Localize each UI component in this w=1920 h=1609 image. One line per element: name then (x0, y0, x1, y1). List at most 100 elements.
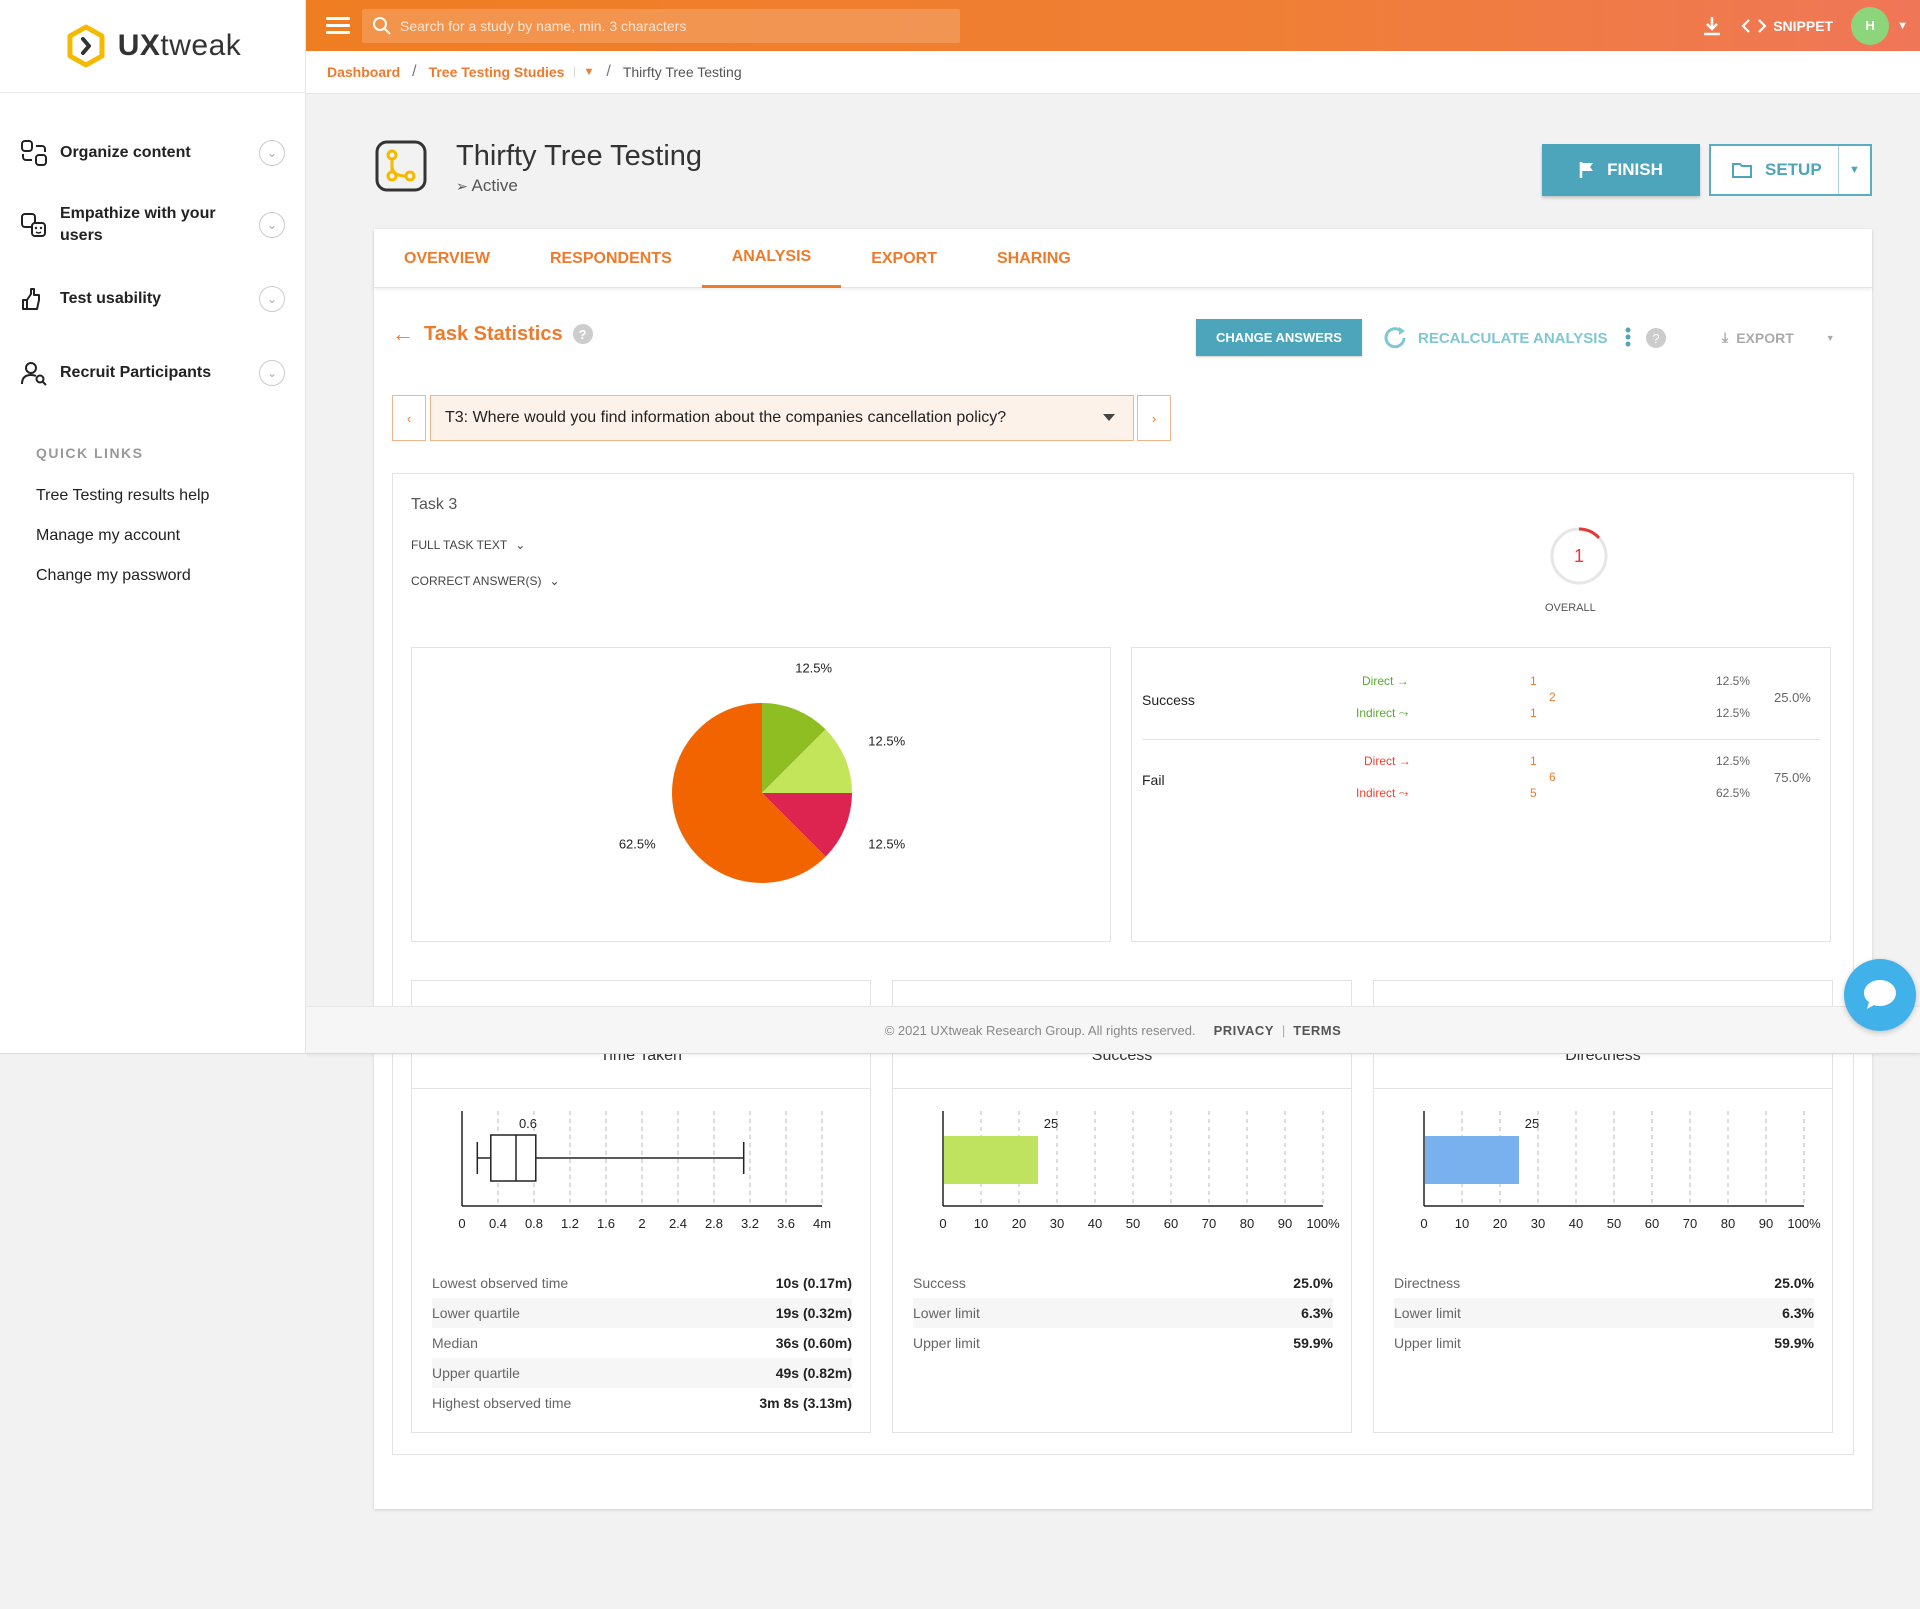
overall-score-ring: 1 (1550, 527, 1608, 585)
terms-link[interactable]: TERMS (1293, 1022, 1342, 1038)
chat-button[interactable] (1844, 959, 1916, 1031)
tree-testing-icon (375, 140, 427, 192)
change-answers-button[interactable]: CHANGE ANSWERS (1196, 319, 1362, 356)
table-row: Upper limit 59.9% (913, 1335, 1333, 1351)
pie-label: 12.5% (795, 660, 832, 675)
menu-icon[interactable] (326, 13, 350, 38)
tick-label: 70 (1683, 1216, 1697, 1231)
table-row: Upper limit 59.9% (1394, 1335, 1814, 1351)
quick-link-password[interactable]: Change my password (36, 567, 191, 584)
privacy-link[interactable]: PRIVACY (1213, 1022, 1274, 1038)
outcome-direct: Direct → (1362, 674, 1409, 688)
tab-respondents[interactable]: RESPONDENTS (549, 249, 672, 267)
tab-sharing[interactable]: SHARING (996, 249, 1071, 267)
tab-export[interactable]: EXPORT (871, 249, 937, 267)
table-row: Lowest observed time 10s (0.17m) (432, 1275, 852, 1291)
tick-label: 90 (1278, 1216, 1292, 1231)
outcome-indirect-count: 5 (1530, 786, 1537, 800)
overall-score-value: 1 (1574, 546, 1584, 566)
overall-label: OVERALL (1545, 602, 1596, 614)
main-card: OVERVIEW RESPONDENTS ANALYSIS EXPORT SHA… (374, 229, 1872, 1509)
tick-label: 30 (1531, 1216, 1545, 1231)
finish-button[interactable]: FINISH (1542, 144, 1700, 196)
chevron-down-icon[interactable]: ⌄ (259, 286, 285, 312)
sidebar-item-organize-content[interactable]: Organize content ⌄ (0, 125, 305, 181)
tick-label: 10 (1455, 1216, 1469, 1231)
outcome-total-count: 6 (1549, 770, 1556, 784)
recruit-user-icon (21, 362, 47, 386)
sidebar: UXtweak Organize content ⌄ Empathize wit… (0, 0, 306, 1054)
chevron-down-icon[interactable]: ▼ (574, 66, 594, 78)
outcome-direct-pct: 12.5% (1716, 754, 1751, 768)
task-select[interactable]: T3: Where would you find information abo… (430, 395, 1134, 441)
sidebar-item-label: Recruit Participants (60, 364, 212, 381)
footer: © 2021 UXtweak Research Group. All right… (306, 1006, 1920, 1054)
quick-link-help[interactable]: Tree Testing results help (36, 487, 210, 504)
tick-label: 1.2 (561, 1216, 579, 1231)
logo[interactable]: UXtweak (0, 0, 305, 93)
quick-link-account[interactable]: Manage my account (36, 527, 181, 544)
outcome-name: Success (1142, 692, 1195, 708)
pie-chart: 12.5% 12.5% 12.5% 62.5% (619, 660, 906, 883)
tick-label: 3.2 (741, 1216, 759, 1231)
download-icon[interactable] (1701, 15, 1723, 37)
snippet-button[interactable]: SNIPPET (1741, 18, 1833, 34)
outcome-direct: Direct → (1364, 754, 1411, 768)
time-stats-table: Lowest observed time 10s (0.17m) Lower qu… (432, 1268, 852, 1418)
chevron-down-icon[interactable]: ⌄ (259, 360, 285, 386)
sidebar-item-empathize[interactable]: Empathize with your users ⌄ (0, 193, 305, 257)
previous-task-button[interactable]: ‹ (392, 395, 426, 441)
chevron-down-icon: ▼ (1825, 332, 1835, 343)
arrow-left-icon[interactable]: ← (392, 321, 414, 346)
recalculate-label: RECALCULATE ANALYSIS (1418, 329, 1608, 347)
outcome-indirect-count: 1 (1530, 706, 1537, 720)
tick-label: 40 (1569, 1216, 1583, 1231)
avatar[interactable]: H (1851, 6, 1890, 45)
pie-slice (762, 793, 852, 857)
tick-label: 3.6 (777, 1216, 795, 1231)
finish-label: FINISH (1607, 160, 1663, 179)
tab-analysis[interactable]: ANALYSIS (701, 229, 842, 288)
outcome-indirect: Indirect ⤳ (1356, 706, 1409, 720)
search-input[interactable] (400, 17, 940, 34)
sidebar-item-label: Empathize with your users (60, 205, 216, 244)
setup-button[interactable]: SETUP ▼ (1709, 144, 1872, 196)
outcome-row-fail: Fail Direct → Indirect ⤳ 1 5 6 12.5% 62.… (1142, 748, 1820, 812)
sidebar-item-recruit[interactable]: Recruit Participants ⌄ (0, 341, 305, 405)
chevron-down-icon[interactable]: ⌄ (259, 140, 285, 166)
chevron-down-icon[interactable]: ⌄ (259, 212, 285, 238)
box (490, 1134, 537, 1182)
chevron-down-icon[interactable]: ▼ (1897, 19, 1908, 32)
sidebar-item-test-usability[interactable]: Test usability ⌄ (0, 267, 305, 331)
success-stats-table: Success 25.0% Lower limit 6.3% Upper limit… (913, 1268, 1333, 1358)
pie-label: 62.5% (619, 837, 656, 852)
setup-label: SETUP (1765, 160, 1822, 179)
outcome-direct-pct: 12.5% (1716, 674, 1751, 688)
help-icon[interactable]: ? (572, 324, 593, 344)
chat-bubble-icon (1864, 980, 1896, 1009)
status-badge: ➢ Active (456, 176, 518, 196)
more-options-icon[interactable]: • • • (1624, 320, 1632, 354)
table-row: Upper quartile 49s (0.82m) (432, 1358, 852, 1388)
tick-label: 0 (1420, 1216, 1427, 1231)
export-dropdown[interactable]: ⤓ EXPORT ▼ (1722, 329, 1835, 346)
tick-label: 1.6 (597, 1216, 615, 1231)
correct-answers-toggle[interactable]: CORRECT ANSWER(S) ⌄ (411, 574, 560, 588)
breadcrumb-dashboard[interactable]: Dashboard (327, 64, 401, 80)
tick-label: 50 (1607, 1216, 1621, 1231)
outcome-indirect-pct: 62.5% (1716, 786, 1751, 800)
code-icon (1741, 18, 1767, 33)
breadcrumb-tree-testing-studies[interactable]: Tree Testing Studies (428, 64, 565, 80)
arrow-right-icon: → (1396, 674, 1409, 688)
tab-overview[interactable]: OVERVIEW (404, 249, 490, 267)
next-task-button[interactable]: › (1137, 395, 1171, 441)
recalculate-analysis-button[interactable]: RECALCULATE ANALYSIS (1382, 325, 1607, 351)
divider (1142, 739, 1820, 740)
help-icon[interactable]: ? (1646, 328, 1666, 348)
arrow-zigzag-icon: ⤳ (1398, 786, 1409, 800)
tick-label: 20 (1493, 1216, 1507, 1231)
full-task-text-toggle[interactable]: FULL TASK TEXT ⌄ (411, 538, 525, 552)
tick-label: 2.8 (705, 1216, 723, 1231)
chevron-down-icon[interactable]: ▼ (1838, 146, 1870, 194)
success-bar-chart: 0 10 20 30 40 50 60 70 80 90 100% 25 (939, 1111, 1340, 1231)
